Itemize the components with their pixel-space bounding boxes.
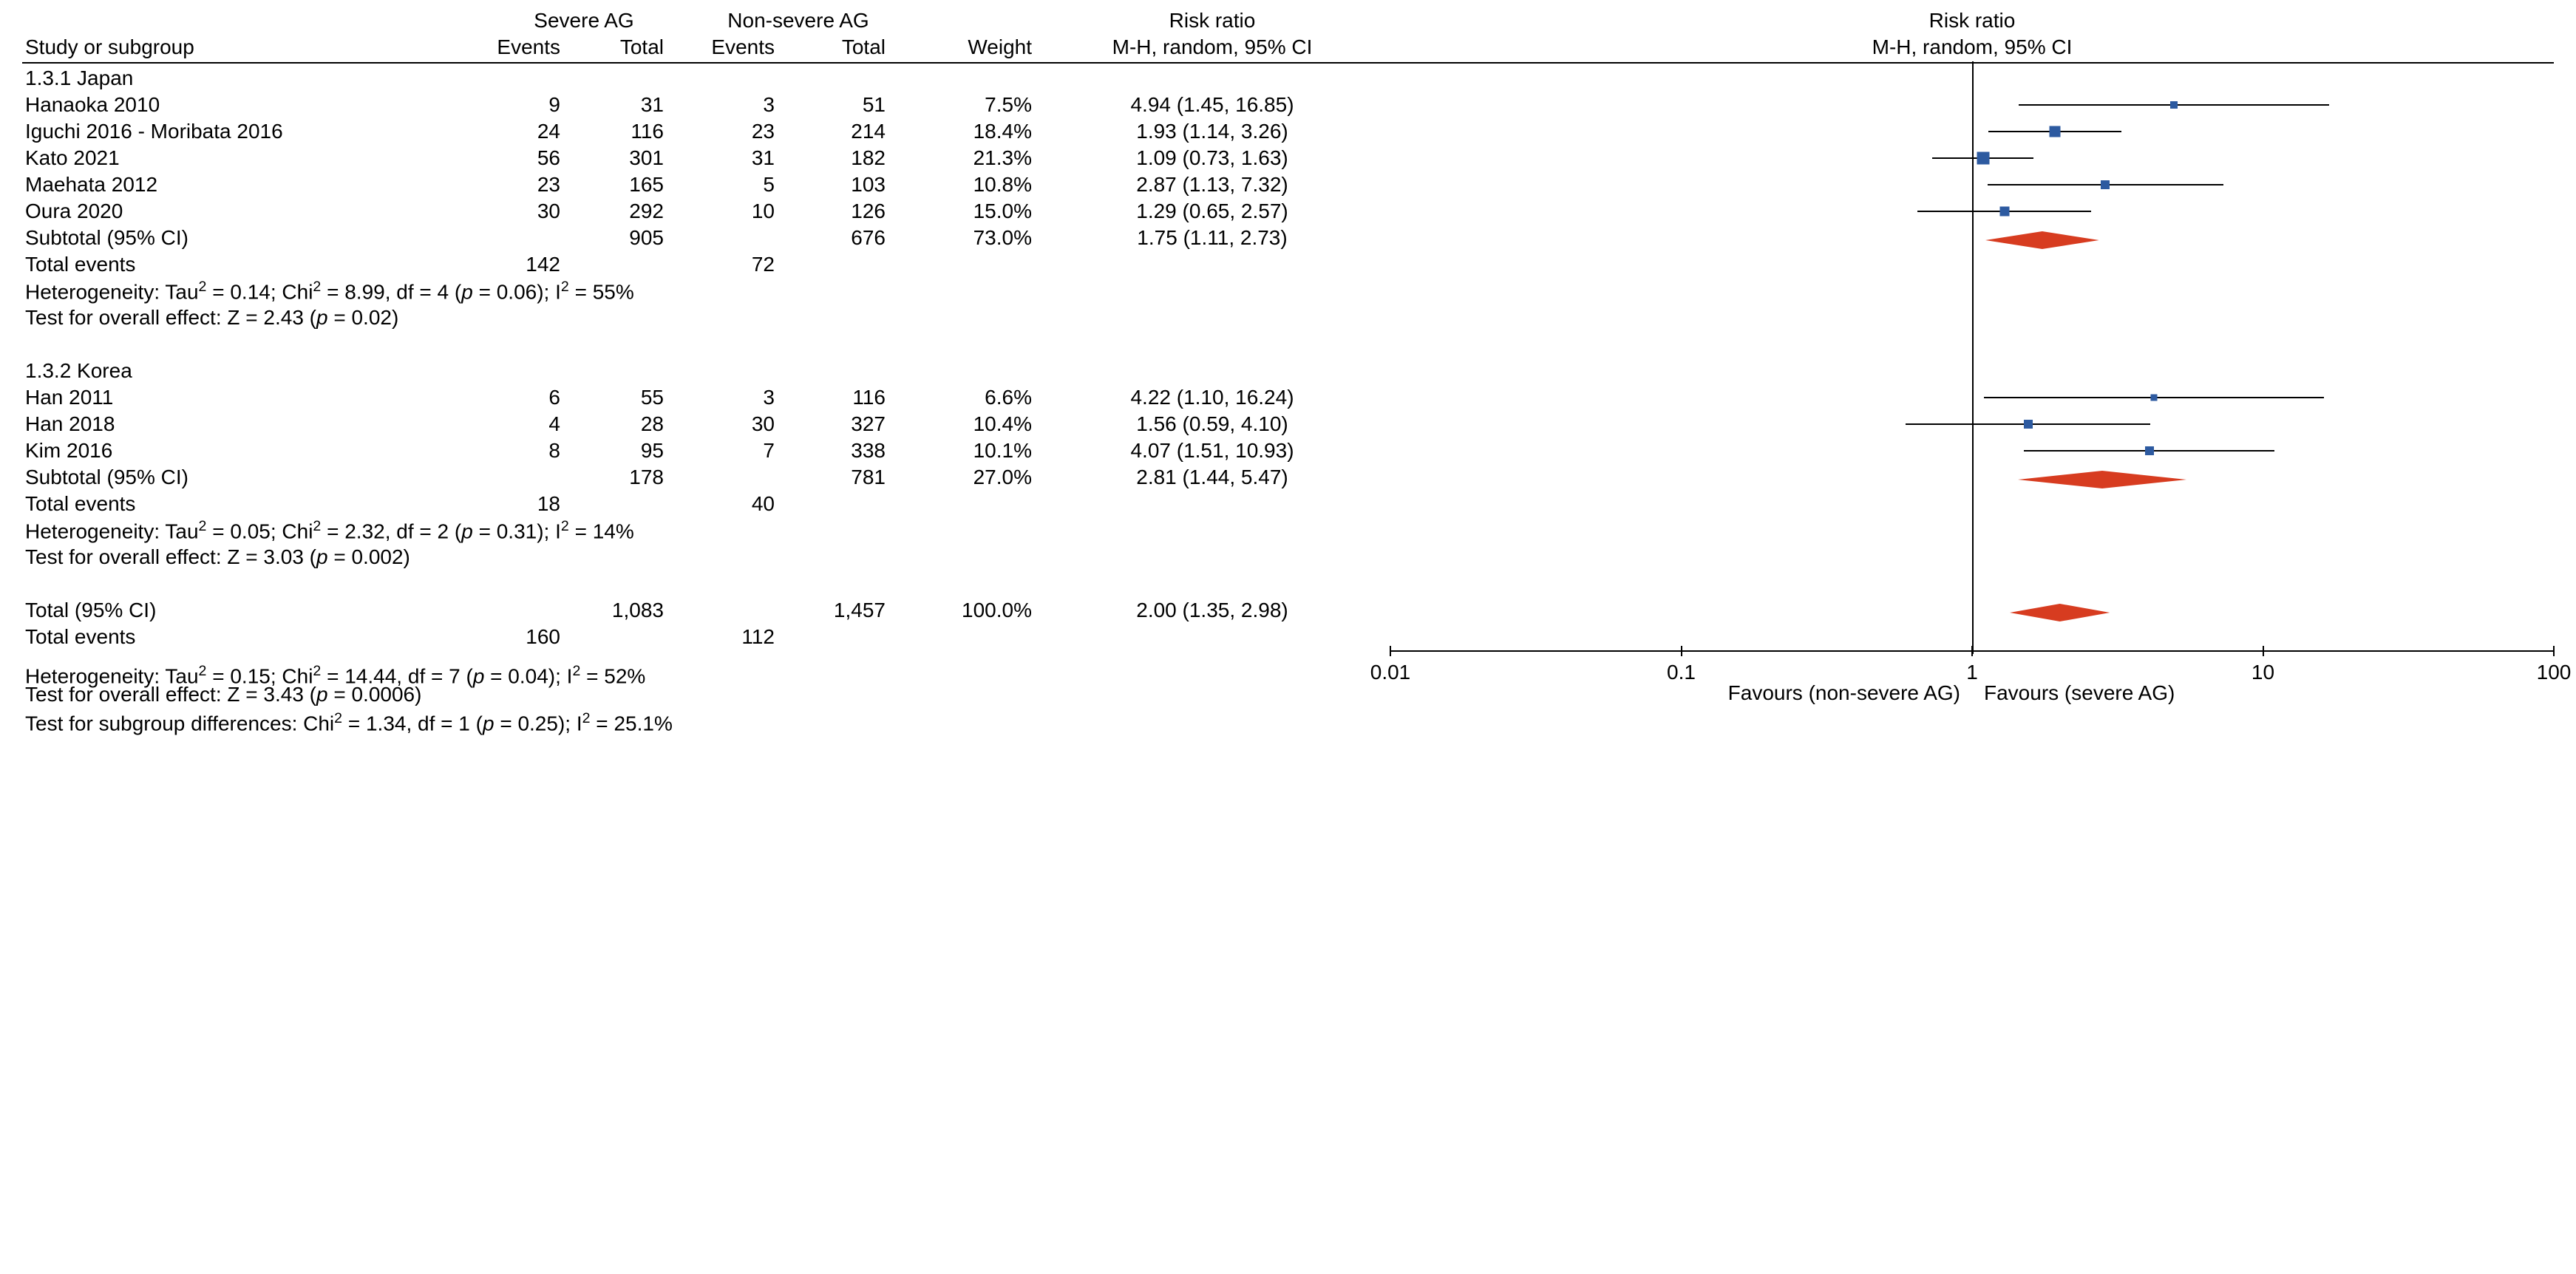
severe-group-header: Severe AG — [480, 7, 687, 35]
risk-ratio-value: 1.29 (0.65, 2.57) — [1050, 198, 1375, 225]
overall-total-label: Total (95% CI) — [22, 597, 480, 624]
summary-diamond — [1985, 229, 2099, 247]
study-name: Iguchi 2016 - Moribata 2016 — [22, 118, 480, 146]
study-name: Han 2011 — [22, 384, 480, 412]
risk-ratio-value: 1.56 (0.59, 4.10) — [1050, 411, 1375, 438]
subtotal-label: Subtotal (95% CI) — [22, 464, 480, 491]
heterogeneity-text: Heterogeneity: Tau2 = 0.14; Chi2 = 8.99,… — [22, 278, 1375, 306]
nonsevere-group-header: Non-severe AG — [687, 7, 909, 35]
point-estimate-marker — [1977, 152, 1989, 165]
point-estimate-marker — [2024, 420, 2033, 429]
risk-ratio-value: 1.93 (1.14, 3.26) — [1050, 118, 1375, 146]
risk-ratio-value: 4.22 (1.10, 16.24) — [1050, 384, 1375, 412]
study-column-header: Study or subgroup — [22, 34, 480, 61]
subgroup-title: 1.3.2 Korea — [22, 358, 480, 385]
point-estimate-marker — [2170, 101, 2178, 109]
risk-ratio-value: 4.94 (1.45, 16.85) — [1050, 92, 1375, 119]
point-estimate-marker — [2145, 446, 2154, 455]
overall-effect-text: Test for overall effect: Z = 3.03 (p = 0… — [22, 544, 1375, 571]
heterogeneity-text: Heterogeneity: Tau2 = 0.05; Chi2 = 2.32,… — [22, 517, 1375, 545]
point-estimate-marker — [2101, 180, 2110, 189]
point-estimate-marker — [2151, 395, 2158, 401]
risk-ratio-value: 4.07 (1.51, 10.93) — [1050, 437, 1375, 465]
subtotal-label: Subtotal (95% CI) — [22, 225, 480, 252]
study-name: Maehata 2012 — [22, 171, 480, 199]
subgroup-title: 1.3.1 Japan — [22, 65, 480, 92]
point-estimate-marker — [1999, 207, 2009, 217]
risk-ratio-value: 1.09 (0.73, 1.63) — [1050, 145, 1375, 172]
summary-diamond — [2010, 602, 2110, 619]
study-name: Hanaoka 2010 — [22, 92, 480, 119]
study-name: Kim 2016 — [22, 437, 480, 465]
favours-right-label: Favours (severe AG) — [1972, 680, 2175, 707]
risk-ratio-value: 2.87 (1.13, 7.32) — [1050, 171, 1375, 199]
rr-header: Risk ratio — [1050, 7, 1375, 35]
subgroup-diff-text: Test for subgroup differences: Chi2 = 1.… — [22, 709, 1375, 738]
study-name: Han 2018 — [22, 411, 480, 438]
favours-left-label: Favours (non-severe AG) — [1728, 680, 1972, 707]
point-estimate-marker — [2050, 126, 2061, 137]
study-name: Oura 2020 — [22, 198, 480, 225]
study-name: Kato 2021 — [22, 145, 480, 172]
summary-diamond — [2018, 469, 2186, 486]
forest-plot: Severe AGNon-severe AGRisk ratioRisk rat… — [22, 7, 2554, 736]
overall-effect-text: Test for overall effect: Z = 2.43 (p = 0… — [22, 304, 1375, 332]
